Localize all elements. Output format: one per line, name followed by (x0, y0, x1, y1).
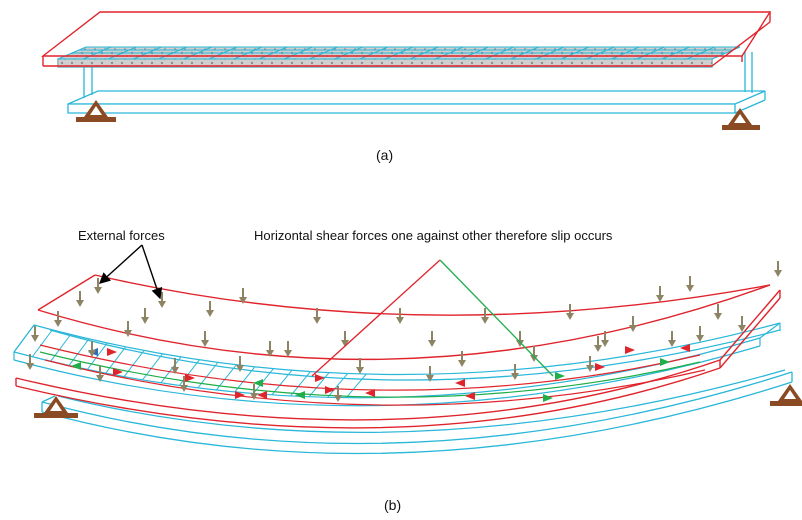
external-forces-leaders (98, 244, 163, 300)
mesh-line (327, 373, 349, 398)
support-right-a (722, 108, 760, 130)
load-arrow-head (458, 360, 466, 367)
shear-arrow (295, 391, 305, 399)
load-arrow-head (313, 317, 321, 324)
mesh-line (50, 334, 72, 362)
load-arrow-head (76, 300, 84, 307)
slab-outline-a (40, 11, 772, 67)
shear-arrow (455, 379, 465, 387)
mesh-line (13, 324, 35, 353)
load-arrow-head (31, 335, 39, 342)
external-forces-label: External forces (78, 228, 165, 243)
load-arrow-head (481, 317, 489, 324)
load-arrow-head (511, 373, 519, 380)
load-arrow-head (774, 270, 782, 277)
load-arrow-head (686, 285, 694, 292)
mesh-line (105, 346, 127, 374)
mesh-line (68, 338, 90, 366)
mesh-line (31, 329, 53, 358)
steel-beam-b (41, 329, 793, 455)
slab-outline-b (15, 274, 781, 429)
horizontal-shear-label: Horizontal shear forces one against othe… (254, 228, 613, 243)
load-arrow-head (180, 385, 188, 392)
load-arrow-head (530, 355, 538, 362)
load-arrow-head (201, 340, 209, 347)
reinforcement-mesh-b (13, 324, 367, 398)
mesh-line (86, 342, 108, 370)
load-arrow-head (396, 317, 404, 324)
panel-b-caption: (b) (384, 497, 402, 513)
mesh-line (142, 353, 163, 381)
mesh-line (123, 350, 145, 377)
support-right-b (770, 384, 802, 406)
load-arrow-head (54, 320, 62, 327)
shear-arrow (235, 391, 245, 399)
load-arrow-head (566, 313, 574, 320)
load-arrow-head (236, 365, 244, 372)
load-arrow-head (341, 340, 349, 347)
shear-arrow (680, 344, 690, 352)
mesh-line (290, 371, 311, 397)
load-arrow-head (96, 375, 104, 382)
shear-arrow (595, 363, 605, 371)
load-arrow-head (250, 393, 258, 400)
load-arrow-head (356, 367, 364, 374)
shear-arrow (257, 391, 267, 399)
load-arrow-head (94, 287, 102, 294)
load-arrow-head (656, 295, 664, 302)
mesh-line (252, 368, 274, 394)
shear-arrow (315, 374, 325, 382)
mesh-line (308, 372, 330, 398)
load-arrow-head (206, 310, 214, 317)
load-arrow-head (239, 297, 247, 304)
load-arrow-head (266, 350, 274, 357)
mesh-line (271, 369, 293, 396)
shear-arrow (107, 348, 117, 356)
load-arrow-head (171, 367, 179, 374)
load-arrow-head (428, 340, 436, 347)
shear-arrows (71, 344, 690, 402)
load-arrow-head (601, 340, 609, 347)
load-arrow-head (158, 301, 166, 308)
support-left-b (34, 396, 78, 418)
mesh-line (160, 356, 182, 384)
shear-arrow (465, 392, 475, 400)
panel-a-caption: (a) (376, 147, 394, 163)
shear-arrow (555, 372, 565, 380)
shear-arrow (113, 368, 123, 376)
shear-arrow (71, 362, 81, 370)
load-arrow-head (696, 335, 704, 342)
load-arrow-head (516, 340, 524, 347)
shear-arrow (660, 358, 670, 366)
load-arrow-head (141, 317, 149, 324)
shear-arrow (365, 389, 375, 397)
shear-arrow (185, 374, 195, 382)
shear-arrow (325, 386, 335, 394)
load-arrow-head (124, 330, 132, 337)
shear-leaders (311, 259, 554, 377)
load-arrow-head (594, 345, 602, 352)
panel-a-straight-beam (40, 11, 772, 130)
load-arrow-head (334, 395, 342, 402)
load-arrow-head (88, 350, 96, 357)
load-arrow-head (26, 363, 34, 370)
load-arrow-head (629, 325, 637, 332)
mesh-line (345, 373, 367, 398)
load-arrow-head (714, 313, 722, 320)
load-arrow-head (284, 350, 292, 357)
load-arrow-head (586, 365, 594, 372)
load-arrow-head (738, 325, 746, 332)
shear-arrow (253, 379, 263, 387)
shear-arrow (625, 346, 635, 354)
external-load-arrows (26, 261, 782, 402)
shear-arrow (543, 394, 553, 402)
panel-b-deflected-beam (13, 244, 802, 455)
support-left-a (76, 100, 116, 122)
load-arrow-head (426, 375, 434, 382)
load-arrow-head (668, 340, 676, 347)
